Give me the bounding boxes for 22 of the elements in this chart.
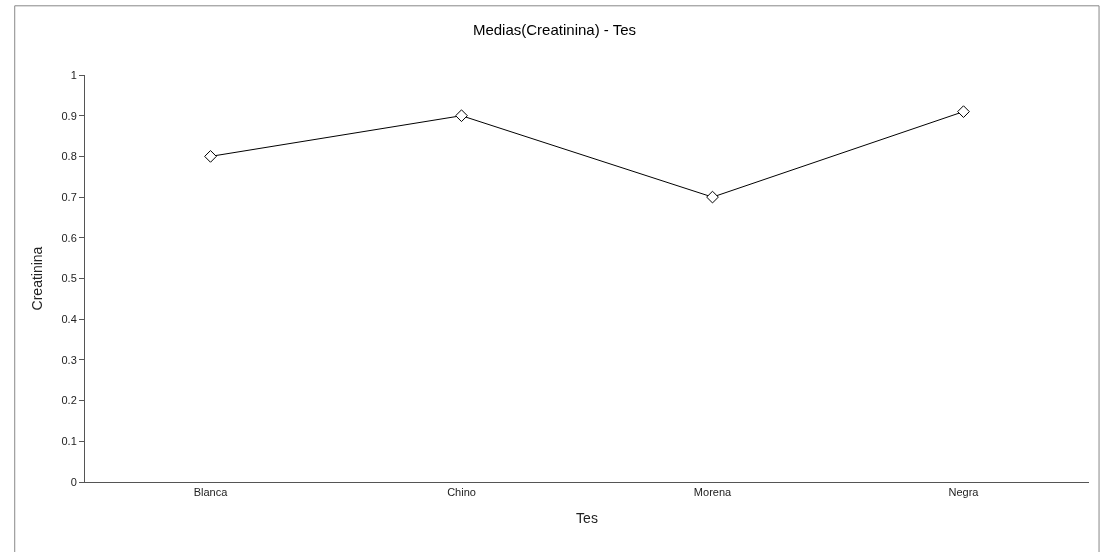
point xyxy=(455,109,468,123)
point xyxy=(204,150,217,163)
y-tick-label: 0.5 xyxy=(61,272,77,285)
y-tick-label: 0.7 xyxy=(61,190,77,203)
y-tick-label: 0.3 xyxy=(61,353,77,366)
y-axis-title: Creatinina xyxy=(29,246,46,311)
y-tick-label: 0.8 xyxy=(61,150,77,163)
point xyxy=(706,190,719,204)
y-tick-label: 1 xyxy=(70,68,77,81)
x-tick-label: Blanca xyxy=(193,486,229,499)
x-axis-title: Tes xyxy=(576,509,598,526)
y-tick-label: 0.2 xyxy=(61,394,77,407)
y-tick-label: 0.6 xyxy=(61,231,77,244)
x-tick-label: Morena xyxy=(693,486,733,499)
chart-title: Medias(Creatinina) - Tes xyxy=(472,21,637,39)
x-tick-label: Chino xyxy=(447,486,476,499)
y-tick-label: 0.4 xyxy=(61,313,77,326)
x-tick-label: Negra xyxy=(948,486,980,499)
y-tick-label: 0.1 xyxy=(61,435,77,448)
point xyxy=(957,105,970,118)
y-tick-label: 0.9 xyxy=(61,109,77,122)
y-tick-label: 0 xyxy=(70,475,77,488)
